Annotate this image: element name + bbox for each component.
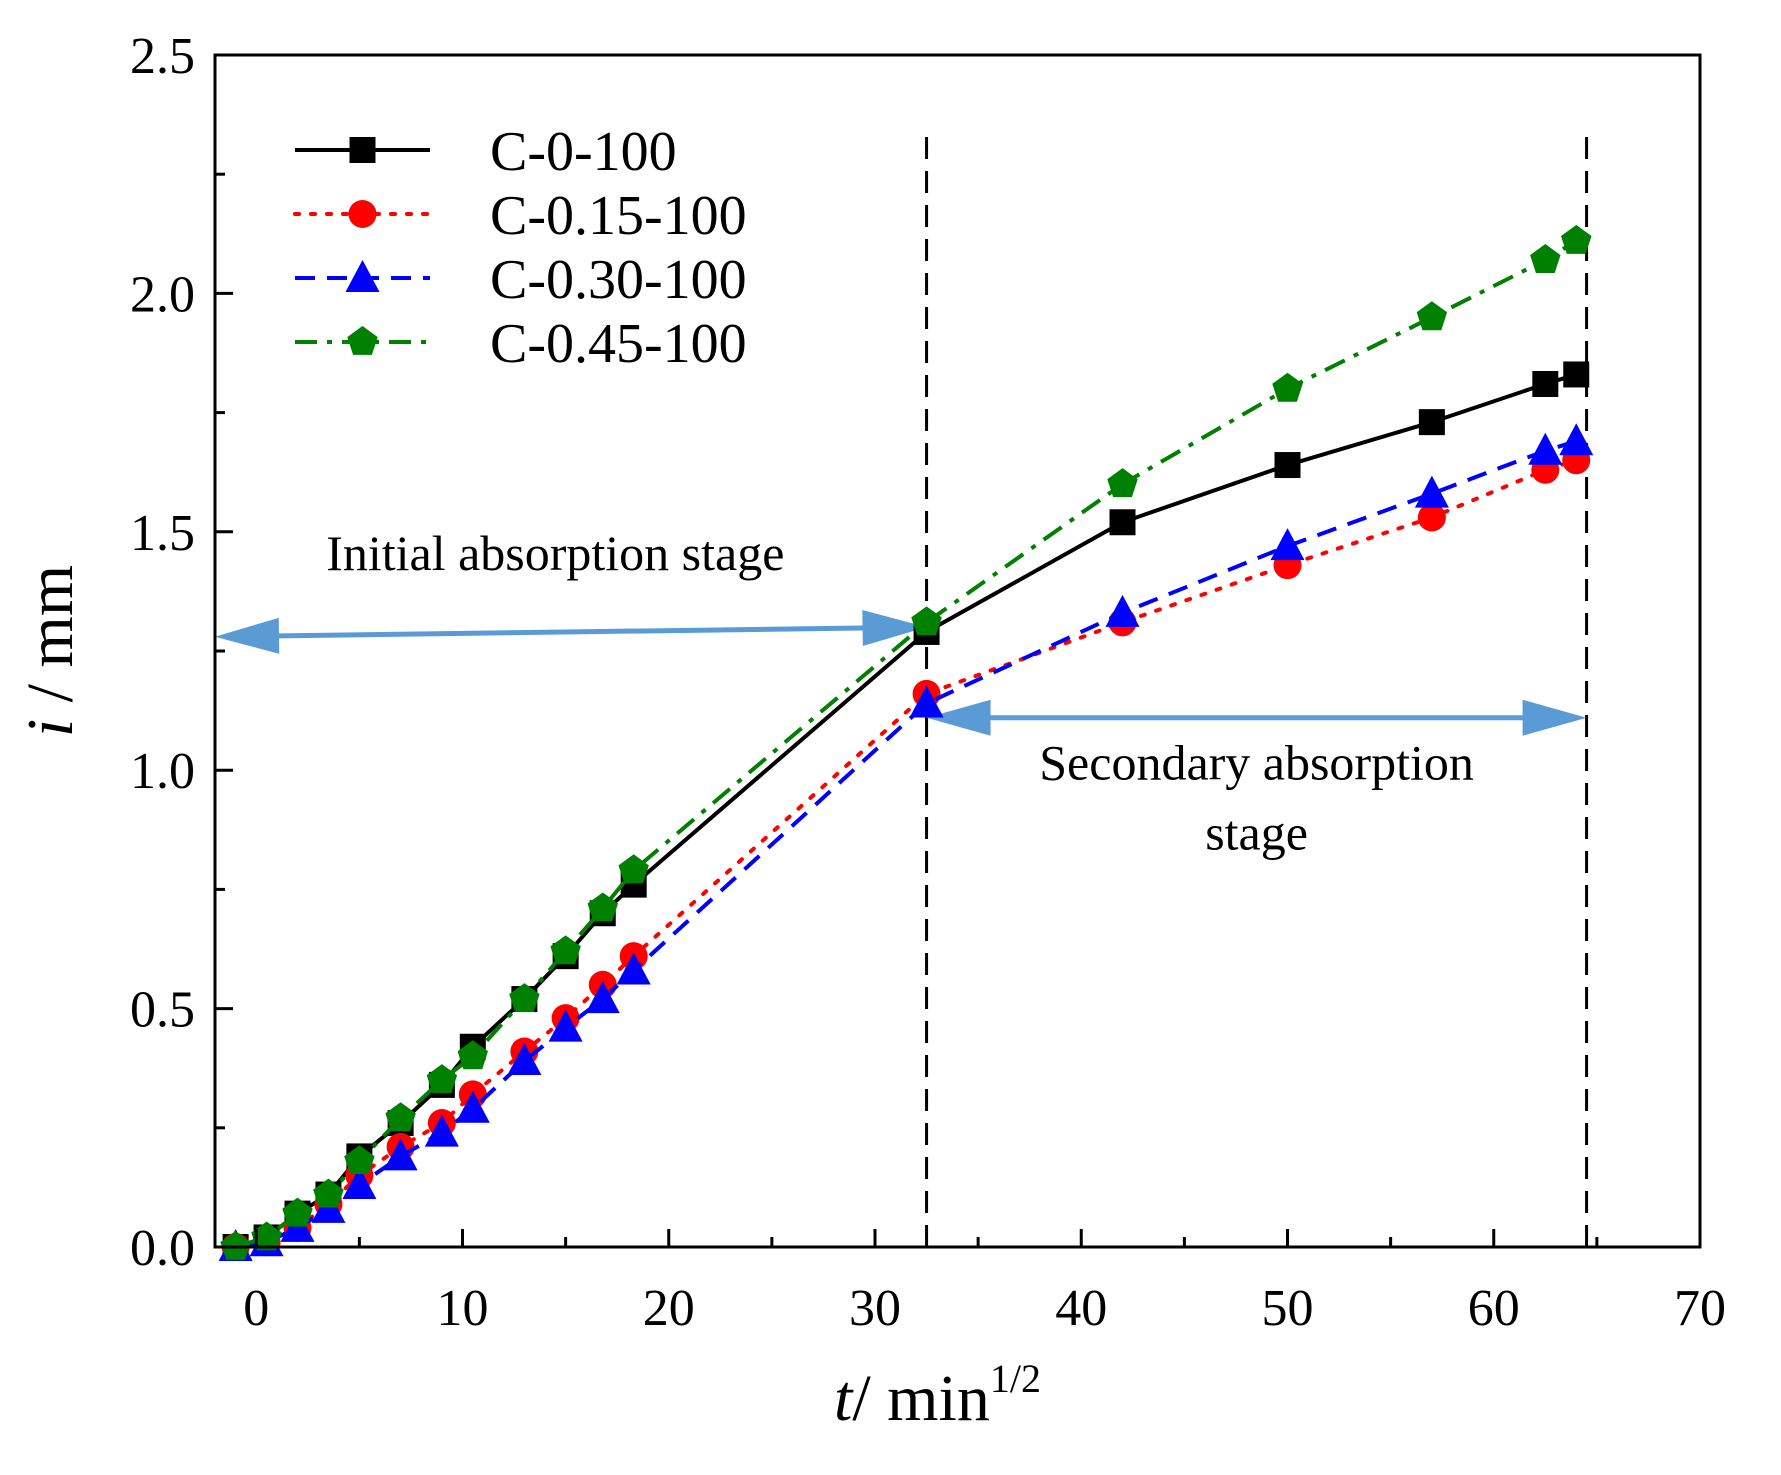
x-axis-ticks: 0 10 20 30 40 50 60 70 <box>243 1229 1726 1337</box>
data-point <box>344 1145 375 1175</box>
data-point <box>1530 244 1561 273</box>
y-axis-unit: / mm <box>14 565 87 719</box>
data-point <box>424 1114 459 1147</box>
legend-marker <box>348 200 377 228</box>
data-point <box>1418 409 1445 436</box>
data-point <box>282 1197 313 1227</box>
stage-annotations: Initial absorption stage Secondary absorp… <box>326 525 1474 861</box>
x-tick-label: 70 <box>1674 1280 1726 1337</box>
reference-lines <box>925 136 1589 1247</box>
data-point <box>585 981 620 1014</box>
data-point <box>1561 225 1592 254</box>
series-C-0-100 <box>222 361 1590 1260</box>
data-point <box>550 935 581 965</box>
data-point <box>1272 372 1303 402</box>
data-point <box>1528 432 1563 465</box>
y-axis-var: i <box>14 719 87 737</box>
y-tick-label: 1.0 <box>130 743 195 800</box>
data-point <box>1274 452 1301 479</box>
stage-arrows <box>215 610 1587 736</box>
legend-marker <box>345 260 380 292</box>
data-point <box>911 606 942 636</box>
legend-label: C-0.30-100 <box>490 249 747 311</box>
stage-annotation-label: Initial absorption stage <box>326 525 784 581</box>
data-point <box>385 1102 416 1132</box>
x-axis-title: t/ min1/2 <box>834 1356 1041 1435</box>
stage-arrow-shaft <box>269 625 872 639</box>
data-point <box>455 1090 490 1123</box>
x-tick-label: 30 <box>849 1280 901 1337</box>
data-point <box>1417 503 1446 532</box>
x-tick-label: 50 <box>1262 1280 1314 1337</box>
data-point <box>1109 509 1136 536</box>
arrow-head <box>926 699 991 736</box>
data-point <box>616 952 651 985</box>
y-tick-label: 0.0 <box>130 1220 195 1277</box>
legend-marker <box>347 326 378 355</box>
legend-label: C-0.15-100 <box>490 185 747 247</box>
data-point <box>1559 423 1594 456</box>
data-point <box>909 685 944 718</box>
x-tick-label: 20 <box>643 1280 695 1337</box>
x-axis-var: t <box>834 1362 854 1435</box>
data-point <box>548 1009 583 1042</box>
x-tick-label: 0 <box>243 1280 269 1337</box>
data-point <box>1416 301 1448 331</box>
data-point <box>457 1040 488 1070</box>
data-point <box>1563 361 1590 388</box>
data-point <box>1105 594 1140 627</box>
x-tick-label: 60 <box>1468 1280 1520 1337</box>
data-point <box>426 1064 458 1094</box>
data-point <box>251 1221 282 1251</box>
data-point <box>342 1167 377 1200</box>
y-tick-label: 1.5 <box>130 505 195 562</box>
data-point <box>507 1043 542 1076</box>
data-point <box>587 892 618 922</box>
data-point <box>383 1138 418 1171</box>
arrow-head <box>215 617 280 654</box>
y-axis-ticks: 0.0 0.5 1.0 1.5 2.0 2.5 <box>130 28 233 1277</box>
y-axis-title: i / mm <box>14 565 87 737</box>
data-point <box>1414 475 1449 508</box>
x-tick-label: 40 <box>1055 1280 1107 1337</box>
data-point <box>509 983 540 1012</box>
legend-marker <box>349 137 376 163</box>
data-point <box>220 1231 251 1260</box>
y-tick-label: 0.5 <box>130 982 195 1039</box>
legend-label: C-0.45-100 <box>490 313 747 375</box>
y-tick-label: 2.0 <box>130 266 195 323</box>
series-C-0.45-100 <box>220 225 1592 1260</box>
x-axis-unit-exponent: 1/2 <box>990 1356 1041 1401</box>
series-layer <box>218 225 1594 1261</box>
x-tick-label: 10 <box>437 1280 489 1337</box>
arrow-head <box>862 610 927 647</box>
data-point <box>1532 370 1559 397</box>
x-axis-unit: / min <box>852 1362 990 1435</box>
data-point <box>1270 528 1305 561</box>
legend-label: C-0-100 <box>490 121 677 183</box>
data-point <box>618 854 649 884</box>
data-point <box>1107 468 1138 498</box>
stage-annotation-label: Secondary absorption <box>1039 735 1474 791</box>
data-point <box>313 1178 344 1208</box>
arrow-head <box>1522 699 1587 736</box>
y-tick-label: 2.5 <box>130 28 195 85</box>
stage-annotation-label: stage <box>1205 805 1308 861</box>
